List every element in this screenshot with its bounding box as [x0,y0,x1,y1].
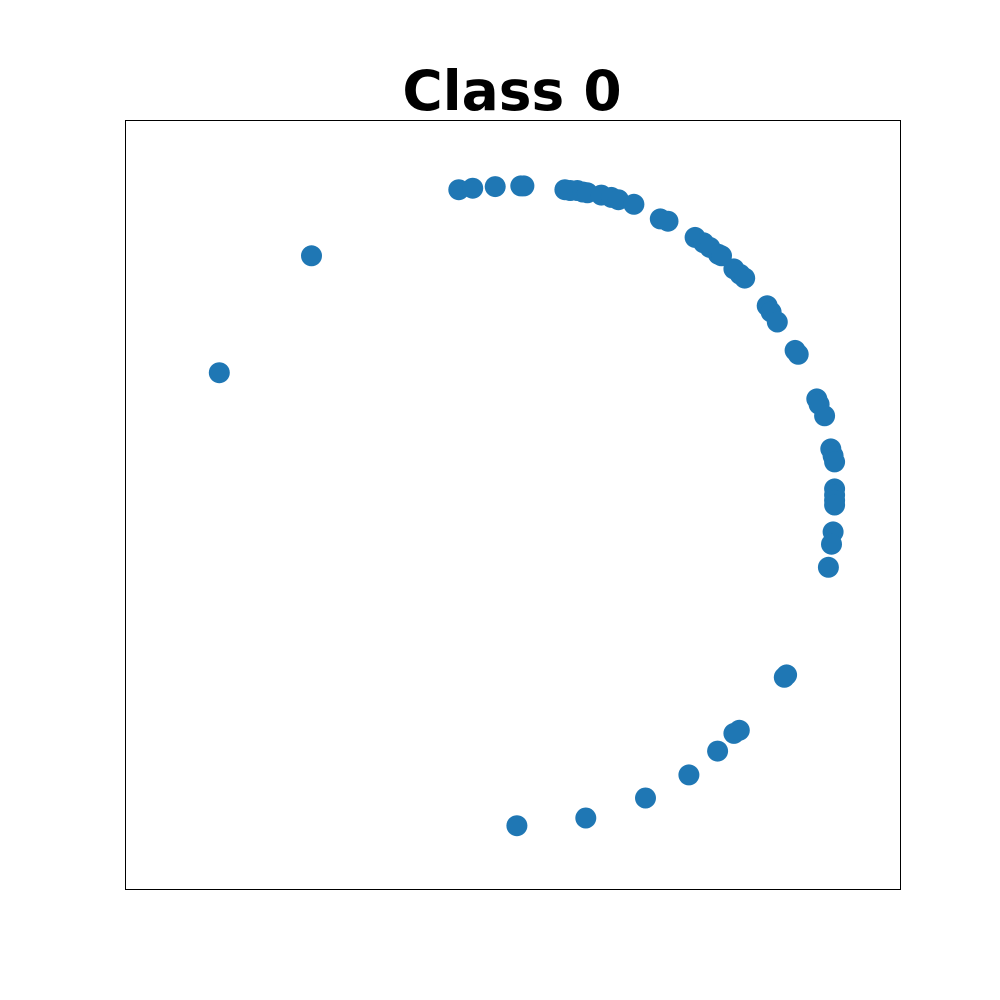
plot-area-frame [125,120,901,890]
data-point [208,362,230,384]
data-point [776,664,798,686]
data-point [635,787,656,809]
data-point [657,210,679,232]
data-point [678,764,700,786]
data-point [462,177,484,199]
data-point [575,807,597,829]
data-point [707,740,729,762]
data-point [484,176,506,198]
data-point [728,719,750,741]
data-point [821,533,842,555]
data-point [787,343,809,365]
data-point [513,175,535,197]
data-point [766,311,788,333]
data-point [711,245,732,267]
chart-title: Class 0 [402,59,621,123]
data-point [301,245,322,267]
data-point [506,815,528,837]
data-point [623,193,645,215]
data-point [824,494,846,516]
data-point [814,405,836,427]
data-point [824,451,846,473]
scatter-points [208,175,846,837]
data-point [817,556,839,578]
data-point [734,267,756,289]
